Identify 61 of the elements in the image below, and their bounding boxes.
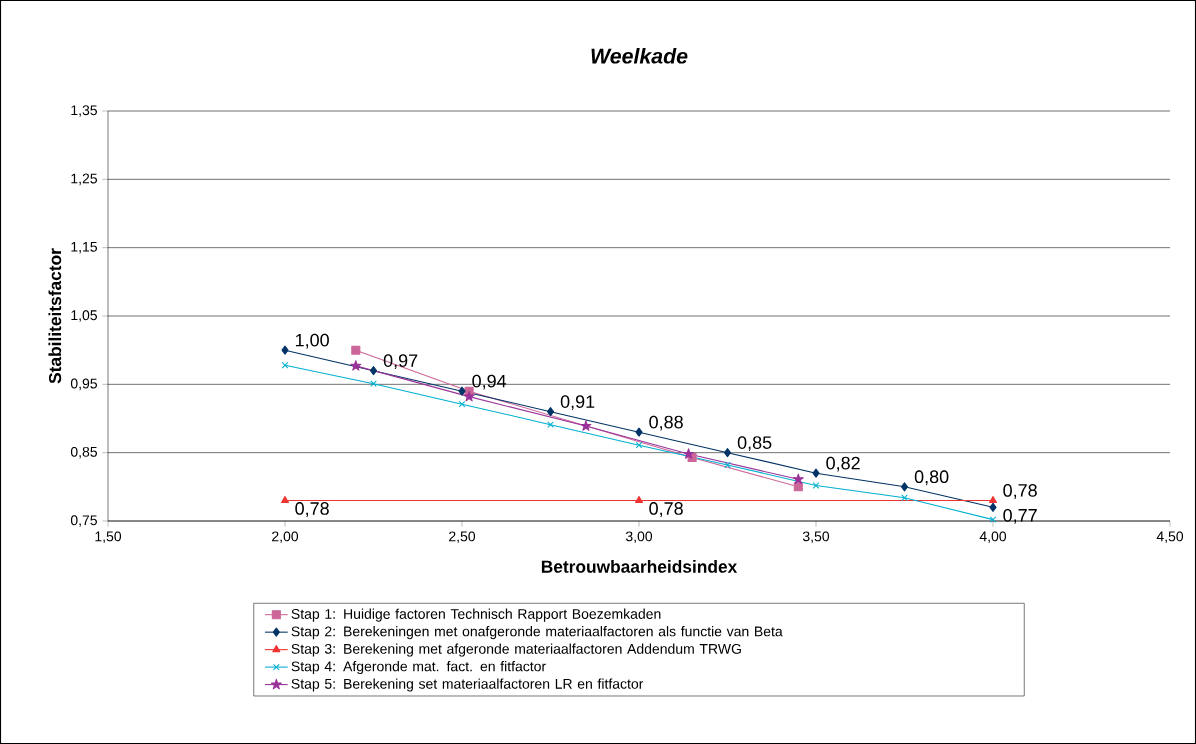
point [281, 495, 290, 504]
point [900, 482, 909, 492]
data-label: 0,77 [1003, 508, 1037, 524]
legend-label: Stap 3: Berekening met afgeronde materiaalfactoren Addendum TRWG [291, 643, 741, 657]
point [281, 361, 289, 369]
legend-label: Stap 2: Berekeningen met onafgeronde materiaalfactoren als functie van Beta [291, 626, 783, 640]
data-label: 0,80 [914, 470, 949, 486]
point [989, 495, 998, 504]
data-label: 0,88 [649, 415, 683, 431]
legend-label: Stap 5: Berekening set materiaalfactoren LR en fitfactor [291, 678, 644, 692]
x-tick-label: 4,00 [979, 531, 1007, 543]
chart-title: Weelkade [591, 47, 688, 64]
point [350, 360, 362, 371]
data-label: 0,78 [649, 502, 683, 517]
point [724, 461, 731, 469]
x-axis-title: Betrouwbaarheidsindex [541, 560, 738, 573]
legend-label: Stap 1: Huidige factoren Technisch Rapport Boezemkaden [291, 608, 661, 622]
y-tick-label: 1,25 [71, 173, 98, 186]
point [723, 448, 732, 458]
point [547, 421, 554, 429]
x-tick-label: 4,50 [1156, 531, 1184, 543]
point [812, 468, 820, 478]
y-tick-label: 1,35 [71, 105, 98, 117]
data-label: 1,00 [295, 333, 329, 349]
data-label: 0,85 [737, 436, 772, 452]
data-label: 0,82 [826, 456, 860, 472]
x-tick-label: 3,50 [802, 531, 830, 543]
x-tick-label: 2,50 [449, 531, 476, 543]
point [989, 502, 997, 512]
x-tick-label: 2,00 [272, 531, 299, 543]
y-tick-label: 1,05 [71, 310, 98, 322]
point [635, 427, 643, 437]
point [369, 366, 378, 376]
data-label: 0,94 [472, 374, 507, 390]
y-tick-label: 0,75 [70, 515, 98, 527]
data-label: 0,78 [1003, 484, 1037, 499]
x-tick-label: 3,00 [625, 531, 653, 543]
point [351, 345, 361, 355]
point [281, 345, 289, 355]
point [580, 420, 592, 431]
y-tick-label: 0,95 [70, 378, 98, 391]
data-label: 0,91 [560, 395, 595, 411]
point [792, 473, 804, 485]
point [812, 482, 820, 489]
point [901, 494, 908, 502]
y-axis-title: Stabiliteitsfactor [48, 248, 62, 384]
point [989, 516, 997, 523]
x-tick-label: 1,50 [95, 531, 122, 543]
legend-label: Stap 4: Afgeronde mat. fact. en fitfactor [291, 661, 546, 675]
y-tick-label: 1,15 [71, 241, 98, 254]
point [458, 386, 466, 396]
data-label: 0,78 [295, 502, 329, 517]
point [463, 390, 475, 402]
point [683, 448, 695, 459]
point [546, 407, 555, 417]
y-tick-label: 0,85 [70, 446, 98, 459]
point [370, 380, 377, 388]
point [635, 441, 643, 449]
data-label: 0,97 [383, 354, 418, 370]
point [458, 400, 466, 408]
point [635, 495, 644, 504]
